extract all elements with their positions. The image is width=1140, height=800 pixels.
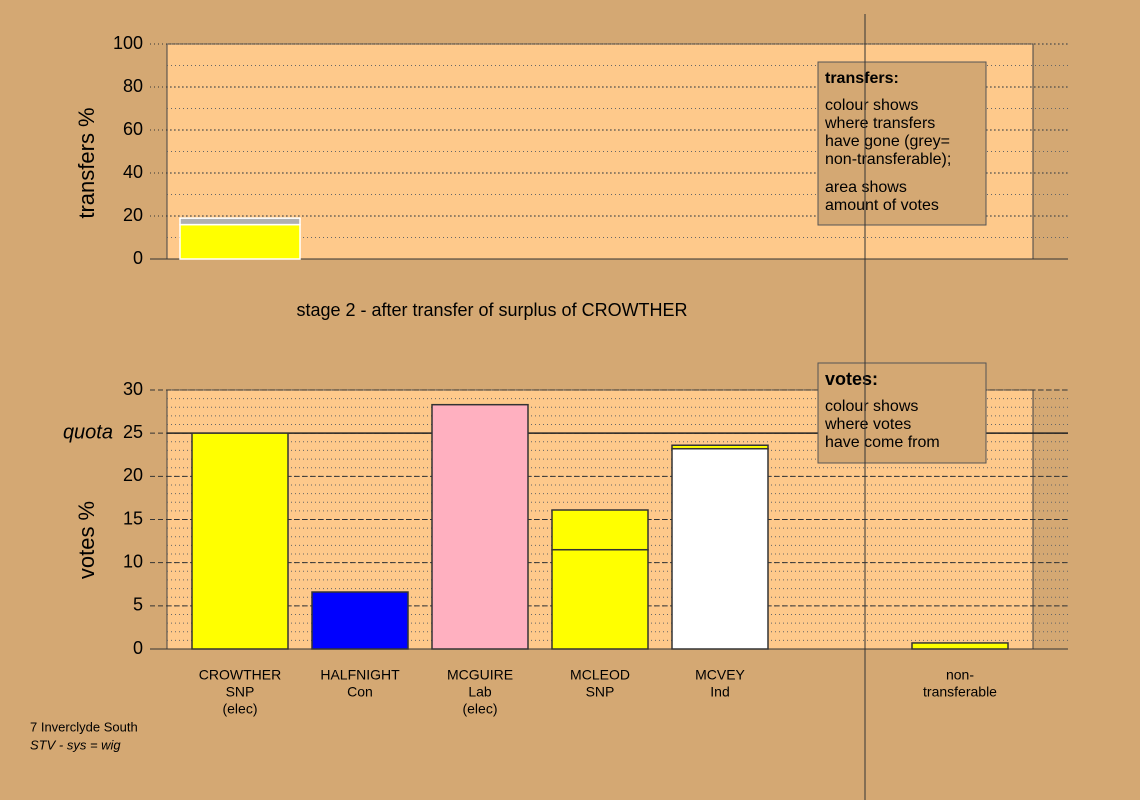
bar-segment [179,217,301,226]
y-tick-label: 20 [123,465,143,485]
y-tick-label: 20 [123,205,143,225]
y-tick-label: 40 [123,162,143,182]
x-tick-label: (elec) [462,701,497,717]
x-tick-label: HALFNIGHT [320,667,400,683]
legend-text: have gone (grey= [825,133,950,150]
y-tick-label: 30 [123,379,143,399]
y-tick-label: 60 [123,119,143,139]
x-tick-label: MCVEY [695,667,745,683]
x-tick-label: transferable [923,684,997,700]
y-tick-label: 25 [123,422,143,442]
legend-text: where transfers [824,115,935,132]
x-tick-label: Lab [468,684,492,700]
y-tick-label: 100 [113,33,143,53]
y-tick-label: 15 [123,508,143,528]
x-tick-label: SNP [226,684,255,700]
legend-text: where votes [824,416,911,433]
legend-text: area shows [825,179,907,196]
legend-text: amount of votes [825,197,939,214]
x-tick-label: MCGUIRE [447,667,513,683]
legend-box [817,61,987,226]
bar-segment [551,509,649,551]
x-tick-label: (elec) [222,701,257,717]
quota-label: quota [63,421,113,443]
legend-title: votes: [825,369,878,389]
footer-line: STV - sys = wig [30,737,121,752]
bar-segment [179,223,301,260]
y-axis-label: votes % [74,501,99,579]
x-tick-label: CROWTHER [199,667,281,683]
bar-segment [311,591,409,650]
y-axis-label: transfers % [74,107,99,218]
bar-segment [431,403,529,650]
bar-segment [551,548,649,650]
bar-segment [911,642,1009,650]
legend-title: transfers: [825,70,899,87]
legend-text: have come from [825,434,940,451]
y-tick-label: 10 [123,551,143,571]
legend-box [817,362,987,464]
x-tick-label: Ind [710,684,729,700]
legend-text: non-transferable); [825,151,951,168]
x-tick-label: MCLEOD [570,667,630,683]
y-tick-label: 0 [133,638,143,658]
bar-segment [671,447,769,650]
x-tick-label: non- [946,667,974,683]
x-tick-label: SNP [586,684,615,700]
y-tick-label: 5 [133,595,143,615]
legend-text: colour shows [825,398,918,415]
legend-text: colour shows [825,97,918,114]
footer-line: 7 Inverclyde South [30,719,138,734]
x-tick-label: Con [347,684,373,700]
bar-segment [191,432,289,650]
bar-segment [671,444,769,450]
y-tick-label: 0 [133,248,143,268]
y-tick-label: 80 [123,76,143,96]
chart-title: stage 2 - after transfer of surplus of C… [296,300,687,320]
